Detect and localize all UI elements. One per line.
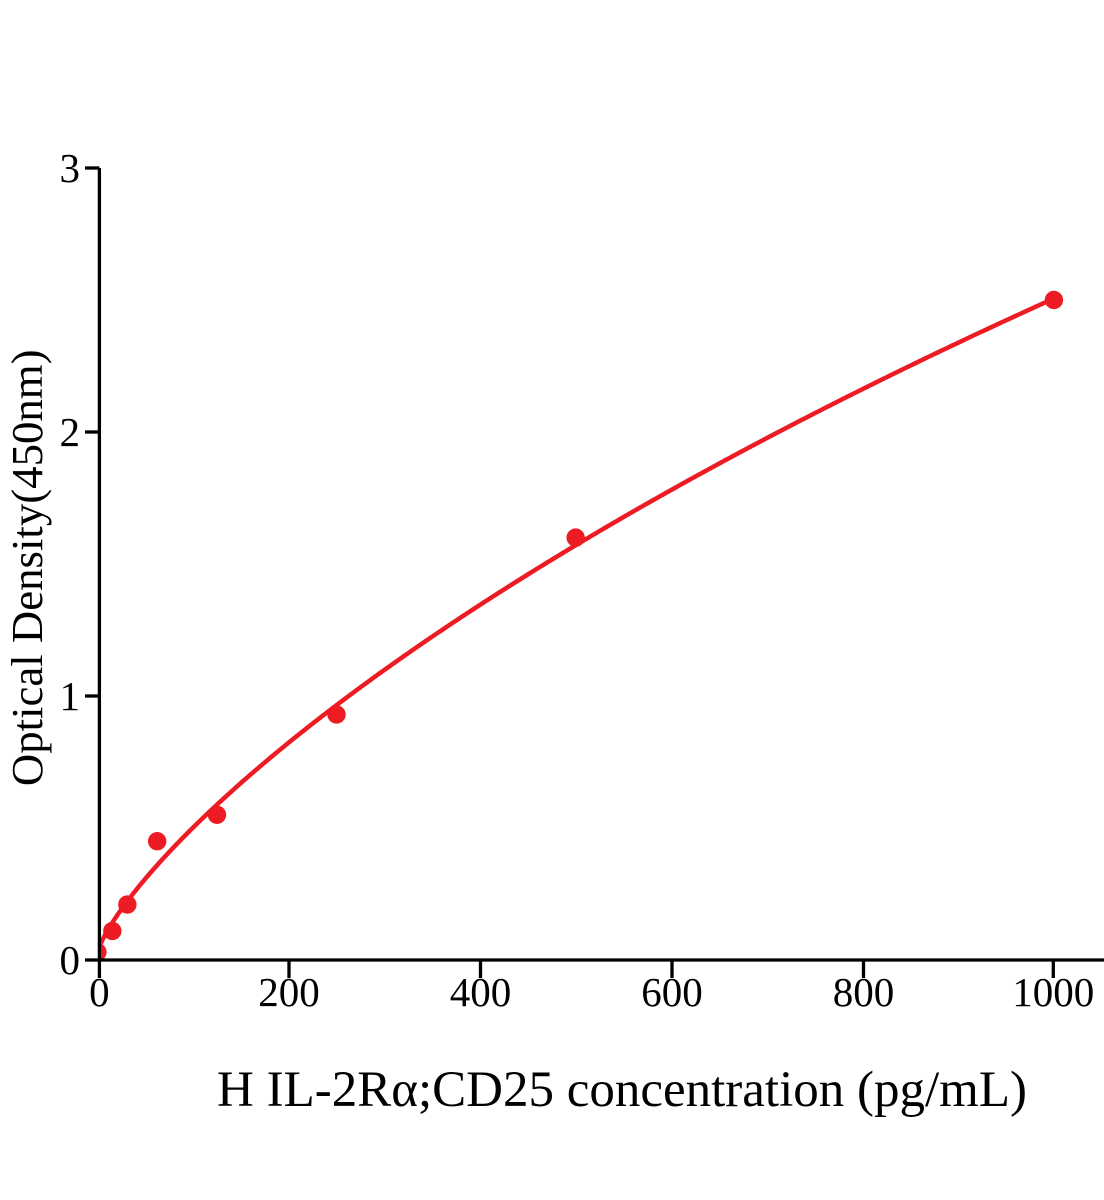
svg-text:Optical Density(450nm): Optical Density(450nm) bbox=[2, 349, 52, 786]
svg-text:200: 200 bbox=[258, 969, 320, 1015]
svg-text:0: 0 bbox=[60, 937, 81, 983]
svg-text:400: 400 bbox=[450, 969, 512, 1015]
svg-text:800: 800 bbox=[833, 969, 895, 1015]
svg-text:1: 1 bbox=[60, 673, 81, 719]
svg-text:1000: 1000 bbox=[1012, 969, 1094, 1015]
svg-text:2: 2 bbox=[60, 409, 81, 455]
svg-text:H IL-2Rα;CD25 concentration (p: H IL-2Rα;CD25 concentration (pg/mL) bbox=[217, 1062, 1027, 1118]
svg-text:3: 3 bbox=[60, 145, 81, 191]
svg-text:0: 0 bbox=[89, 969, 110, 1015]
svg-text:600: 600 bbox=[641, 969, 703, 1015]
